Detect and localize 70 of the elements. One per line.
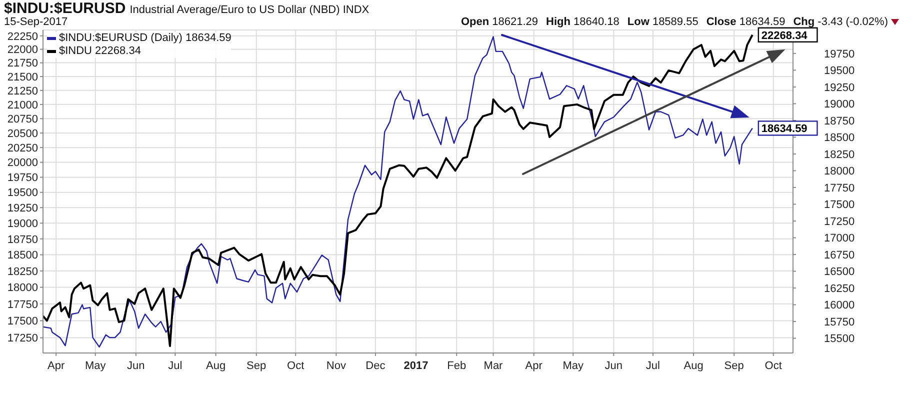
y-tick-label: 20000 xyxy=(7,157,38,170)
x-tick-label: May xyxy=(84,360,106,372)
y-tick-label: 20750 xyxy=(7,114,38,126)
text: Chg -3.43 (-0.02%) xyxy=(793,16,888,28)
x-tick-label: Apr xyxy=(48,360,65,372)
y2-tick-label: 18250 xyxy=(824,148,855,161)
chart-title: $INDU:$EURUSD xyxy=(4,0,126,17)
y2-tick-label: 17500 xyxy=(824,199,855,212)
text: High 18640.18 xyxy=(546,16,620,28)
x-tick-label: Aug xyxy=(684,360,704,372)
y-tick-label: 20250 xyxy=(7,142,38,154)
data-label: 18634.59 xyxy=(761,123,808,136)
x-tick-label: Oct xyxy=(287,360,304,372)
x-tick-label: Dec xyxy=(366,360,386,372)
y2-tick-label: 16000 xyxy=(824,300,855,312)
y-tick-label: 19500 xyxy=(7,187,38,200)
legend-label: $INDU:$EURUSD (Daily) 18634.59 xyxy=(59,32,232,45)
x-tick-label: Nov xyxy=(326,360,346,372)
text: Close 18634.59 xyxy=(706,16,786,28)
x-tick-label: Aug xyxy=(206,360,226,372)
text: Open 18621.29 xyxy=(460,16,538,28)
x-tick-label: Sep xyxy=(246,360,266,372)
y-tick-label: 19000 xyxy=(7,218,38,230)
y-tick-label: 21750 xyxy=(7,58,38,70)
y-tick-label: 20500 xyxy=(7,128,38,140)
y2-tick-label: 16500 xyxy=(824,266,855,278)
y2-tick-label: 19250 xyxy=(824,82,855,94)
text: 15-Sep-2017 xyxy=(4,16,68,28)
y-tick-label: 22000 xyxy=(7,44,38,56)
y2-tick-label: 16250 xyxy=(824,282,855,295)
y-tick-label: 18000 xyxy=(7,282,38,294)
y-tick-label: 21500 xyxy=(7,71,38,84)
x-tick-label: Apr xyxy=(525,360,543,372)
y-tick-label: 17500 xyxy=(7,316,38,328)
y2-tick-label: 17000 xyxy=(824,232,855,245)
y-tick-label: 18250 xyxy=(7,266,38,278)
x-tick-label: Sep xyxy=(724,360,744,372)
y2-tick-label: 18000 xyxy=(824,166,855,178)
y-tick-label: 19250 xyxy=(7,202,38,215)
x-tick-label: Mar xyxy=(484,360,504,372)
y-tick-label: 22250 xyxy=(7,30,38,43)
y2-tick-label: 19750 xyxy=(824,48,855,60)
y-tick-label: 21250 xyxy=(7,85,38,98)
y-tick-label: 17750 xyxy=(7,298,38,311)
x-tick-label: Jul xyxy=(168,360,182,372)
y2-tick-label: 19000 xyxy=(824,98,855,111)
data-label: 22268.34 xyxy=(761,30,808,42)
y-tick-label: 21000 xyxy=(7,99,38,112)
x-tick-label: Jul xyxy=(646,360,660,372)
y2-tick-label: 15500 xyxy=(824,333,855,346)
legend-label: $INDU 22268.34 xyxy=(59,45,141,58)
y-tick-label: 19750 xyxy=(7,172,38,184)
y2-tick-label: 17250 xyxy=(824,216,855,228)
y2-tick-label: 15750 xyxy=(824,316,855,328)
y-tick-label: 17250 xyxy=(7,332,38,345)
text: Low 18589.55 xyxy=(627,16,698,28)
x-tick-label: Oct xyxy=(764,360,782,372)
y2-tick-label: 17750 xyxy=(824,182,855,194)
x-tick-label: May xyxy=(562,360,584,372)
y-tick-label: 18750 xyxy=(7,234,38,246)
y-tick-label: 18500 xyxy=(7,250,38,262)
y2-tick-label: 16750 xyxy=(824,249,855,262)
y2-tick-label: 18750 xyxy=(824,115,855,128)
y2-tick-label: 18500 xyxy=(824,132,855,144)
x-tick-label: Jun xyxy=(127,360,145,372)
x-tick-label: Feb xyxy=(447,360,466,372)
y2-tick-label: 19500 xyxy=(824,65,855,78)
x-tick-label: Jun xyxy=(604,360,623,372)
chart-subtitle: Industrial Average/Euro to US Dollar (NBD) INDX xyxy=(130,4,370,16)
x-tick-label: 2017 xyxy=(404,360,428,372)
